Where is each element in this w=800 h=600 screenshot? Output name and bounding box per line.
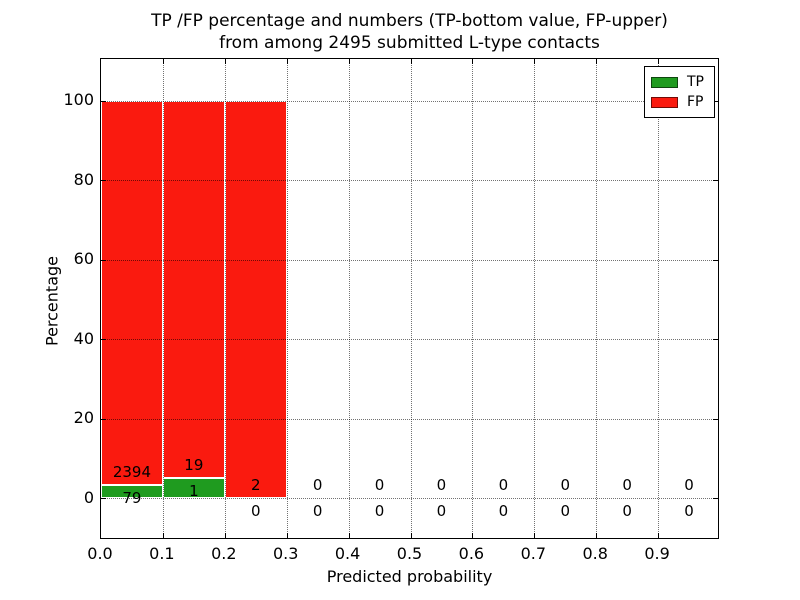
bar-fp-segment [101,100,163,486]
plot-area: TP FP 2394 79 19 1 2 0 0 0 0 0 0 0 0 0 0 0 0 0 0 0 [100,58,719,539]
y-tick-mark [101,498,106,499]
tp-count-label: 0 [498,502,509,521]
legend-item-fp: FP [651,92,708,112]
x-tick-label: 0.2 [211,544,237,563]
legend-label: TP [687,74,704,90]
y-tick-mark [101,180,106,181]
x-tick-label: 0.4 [334,544,361,563]
y-tick-label: 0 [83,487,94,507]
x-tick-mark [410,59,412,64]
x-tick-label: 0.8 [582,544,608,563]
x-tick-mark [658,59,660,64]
x-tick-label: 0.9 [644,544,670,563]
x-tick-mark [658,533,660,538]
y-tick-mark [713,339,718,340]
x-axis-label: Predicted probability [326,567,493,586]
x-tick-label: 0.3 [272,544,299,563]
x-tick-label: 0.5 [396,544,423,563]
fp-count-label: 2394 [112,463,152,482]
legend: TP FP [644,66,715,118]
y-tick-mark [713,498,718,499]
x-tick-mark [534,533,536,538]
bar-tp-segment [101,485,163,498]
gridline-vertical [472,59,474,538]
legend-label: FP [687,94,704,110]
x-tick-mark [472,59,474,64]
gridline-horizontal [101,418,718,420]
tp-count-label: 0 [622,502,632,521]
tp-count-label: 0 [684,502,694,521]
fp-count-label: 0 [498,475,509,494]
tp-count-label: 0 [374,502,385,521]
chart-title-line1: TP /FP percentage and numbers (TP-bottom… [151,11,668,31]
x-tick-mark [596,533,598,538]
gridline-vertical [224,59,226,538]
x-tick-mark [348,533,350,538]
gridline-vertical [658,59,660,538]
chart-title-line2: from among 2495 submitted L-type contact… [219,33,600,53]
gridline-vertical [348,59,350,538]
gridline-horizontal [101,259,718,261]
x-tick-label: 0.6 [458,544,485,563]
x-tick-label: 0.0 [87,544,113,563]
fp-count-label: 0 [622,475,632,494]
fp-swatch-icon [651,96,678,108]
x-tick-mark [162,533,164,538]
tp-count-label: 0 [312,502,323,521]
y-tick-mark [101,100,106,102]
x-tick-mark [224,533,226,538]
fp-count-label: 19 [184,456,204,474]
x-tick-mark [534,59,536,64]
x-tick-mark [286,533,288,538]
x-tick-mark [410,533,412,538]
bar-fp-segment [162,100,225,479]
y-tick-label: 20 [73,408,94,427]
x-tick-mark [348,59,350,64]
fp-count-label: 2 [250,475,261,494]
y-tick-label: 60 [73,249,94,268]
y-tick-label: 80 [73,169,94,189]
x-tick-mark [286,59,288,64]
fp-count-label: 0 [374,475,385,494]
y-tick-mark [713,418,718,420]
y-tick-mark [713,180,718,181]
gridline-vertical [410,59,412,538]
y-tick-label: 40 [73,328,94,348]
gridline-horizontal [101,180,718,181]
tp-count-label: 0 [436,502,447,521]
tp-count-label: 0 [250,502,261,521]
bar-fp-segment [224,100,287,498]
tp-count-label: 79 [122,489,142,508]
fp-count-label: 0 [312,475,323,494]
gridline-vertical [534,59,536,538]
y-tick-mark [101,259,106,261]
y-tick-label: 100 [63,90,94,109]
x-tick-label: 0.1 [149,544,175,563]
y-tick-mark [713,100,718,102]
y-tick-mark [101,339,106,340]
y-tick-mark [101,418,106,420]
legend-item-tp: TP [651,72,708,92]
tp-count-label: 0 [560,502,571,521]
gridline-vertical [162,59,164,538]
gridline-vertical [286,59,288,538]
tp-count-label: 1 [189,482,199,501]
x-tick-label: 0.7 [520,544,547,563]
gridline-horizontal [101,498,718,499]
gridline-horizontal [101,100,718,102]
fp-count-label: 0 [436,475,447,494]
x-tick-mark [596,59,598,64]
fp-count-label: 0 [684,475,694,494]
chart-title: TP /FP percentage and numbers (TP-bottom… [100,10,719,54]
y-tick-mark [713,259,718,261]
x-tick-mark [162,59,164,64]
fp-count-label: 0 [560,475,571,494]
x-tick-mark [224,59,226,64]
x-tick-mark [472,533,474,538]
gridline-horizontal [101,339,718,340]
gridline-vertical [596,59,598,538]
tp-swatch-icon [651,76,678,88]
